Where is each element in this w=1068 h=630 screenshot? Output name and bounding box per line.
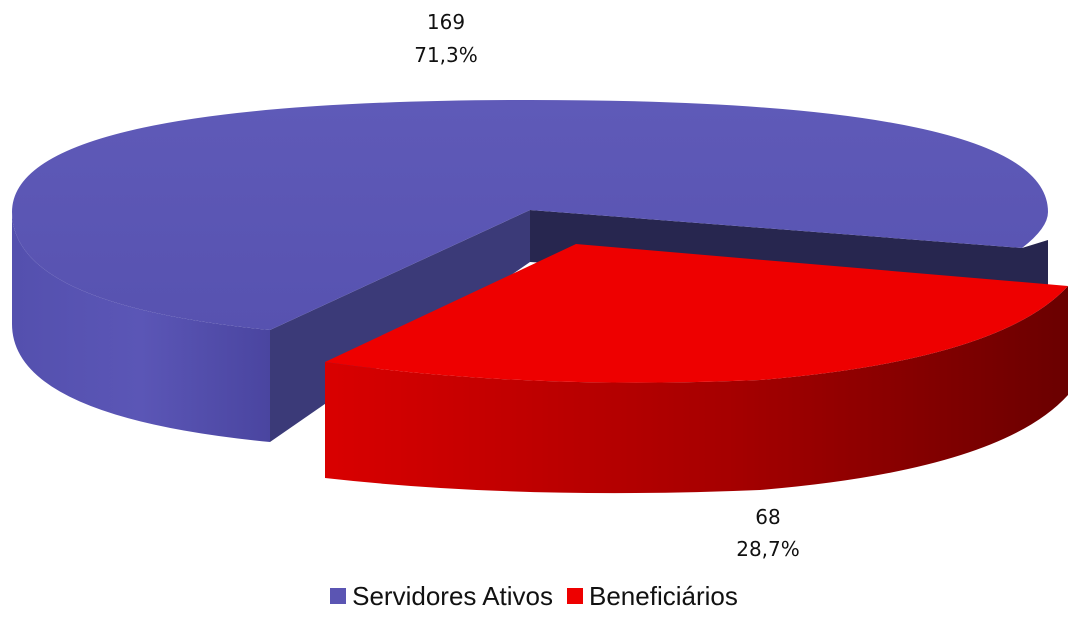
slice-servidores bbox=[12, 100, 1048, 330]
slice-servidores-side bbox=[12, 212, 270, 442]
servidores-percent-label: 71,3% bbox=[414, 43, 478, 67]
beneficiarios-value-label: 68 bbox=[755, 505, 780, 529]
slice-beneficiarios-side bbox=[325, 286, 1068, 494]
servidores-value-label: 169 bbox=[427, 10, 465, 34]
legend-swatch-servidores bbox=[330, 588, 347, 604]
legend-swatch-beneficiarios bbox=[567, 588, 583, 604]
legend-label-servidores: Servidores Ativos bbox=[352, 580, 553, 611]
beneficiarios-percent-label: 28,7% bbox=[736, 537, 800, 561]
chart-legend: Servidores Ativos Beneficiários bbox=[0, 576, 1068, 616]
legend-item-beneficiarios: Beneficiários bbox=[567, 581, 738, 612]
slice-beneficiarios bbox=[325, 244, 1068, 383]
legend-item-servidores: Servidores Ativos bbox=[330, 581, 553, 612]
legend-label-beneficiarios: Beneficiários bbox=[589, 580, 738, 611]
slice-servidores-inner-wall bbox=[530, 210, 1048, 292]
